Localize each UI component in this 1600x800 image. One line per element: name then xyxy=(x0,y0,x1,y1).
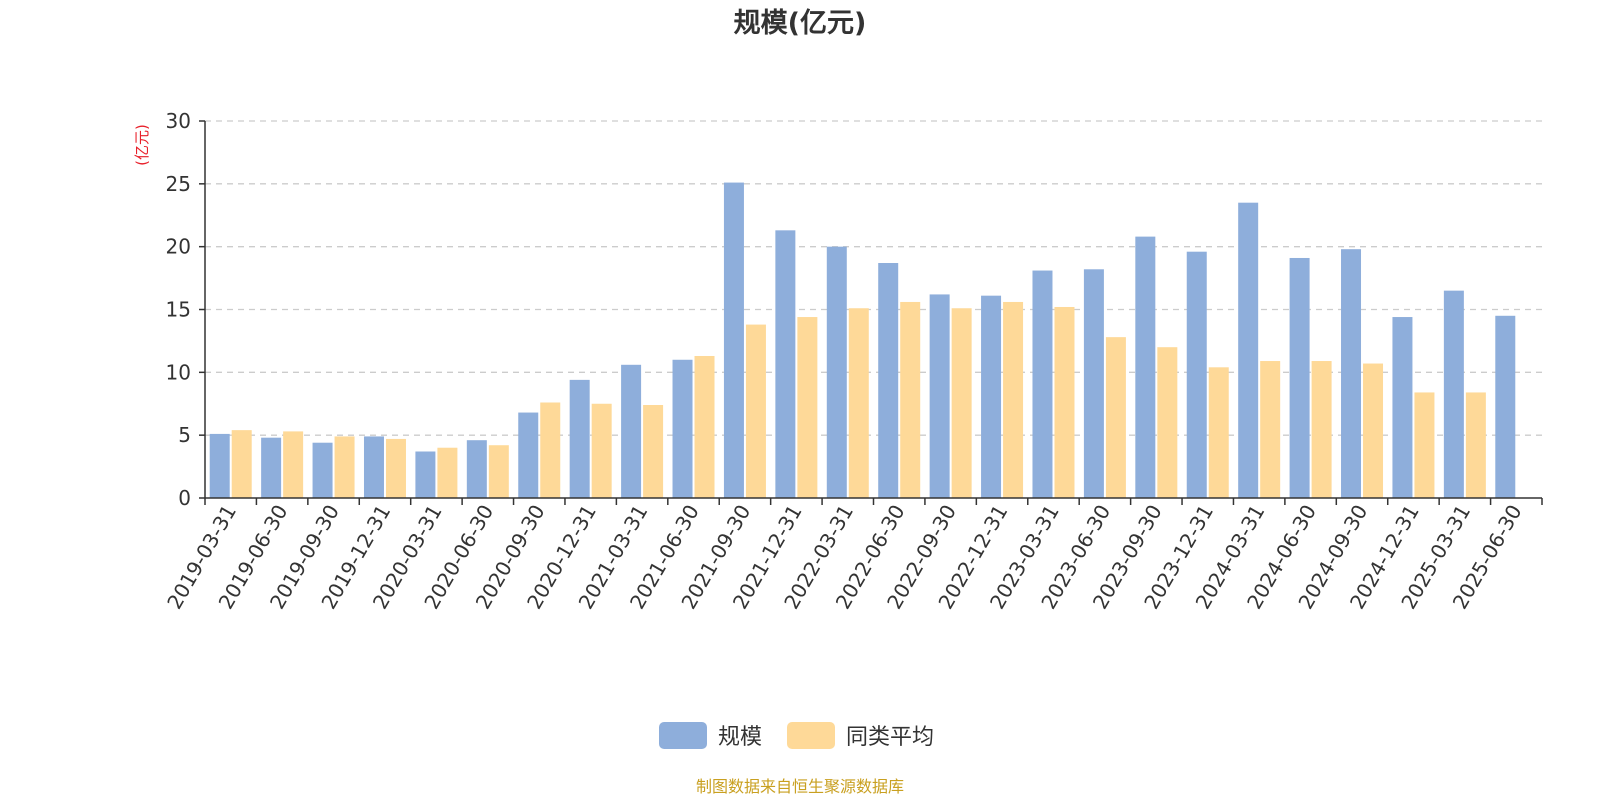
bar-scale-2019-12-31 xyxy=(363,436,384,498)
y-tick-label: 25 xyxy=(166,172,191,196)
source-note: 制图数据来自恒生聚源数据库 xyxy=(696,777,904,796)
bar-scale-2022-06-30 xyxy=(878,263,899,498)
bar-scale-2022-09-30 xyxy=(929,294,950,498)
bar-scale-2019-03-31 xyxy=(209,433,230,498)
bar-peer-average-2021-12-31 xyxy=(797,317,818,498)
bars xyxy=(209,182,1516,498)
bar-scale-2024-12-31 xyxy=(1392,317,1413,498)
legend: 规模 同类平均 xyxy=(659,722,934,750)
y-tick-label: 10 xyxy=(166,360,191,384)
bar-peer-average-2024-06-30 xyxy=(1311,361,1332,498)
bar-peer-average-2020-12-31 xyxy=(591,403,612,498)
bar-peer-average-2024-12-31 xyxy=(1414,392,1435,498)
legend-swatch-scale xyxy=(659,722,707,749)
bar-peer-average-2023-03-31 xyxy=(1054,306,1075,498)
bar-peer-average-2022-12-31 xyxy=(1003,301,1024,498)
bar-scale-2022-12-31 xyxy=(981,295,1002,498)
bar-peer-average-2020-06-30 xyxy=(488,445,509,498)
bar-scale-2023-03-31 xyxy=(1032,270,1053,498)
bar-scale-2022-03-31 xyxy=(826,246,847,498)
bar-peer-average-2019-06-30 xyxy=(283,431,304,498)
bar-scale-2021-06-30 xyxy=(672,359,693,498)
y-tick-label: 30 xyxy=(166,109,191,133)
bar-scale-2020-12-31 xyxy=(569,379,590,498)
bar-peer-average-2023-09-30 xyxy=(1157,347,1178,498)
bar-peer-average-2021-03-31 xyxy=(643,405,664,498)
y-axis-unit-label: (亿元) xyxy=(133,124,151,166)
bar-scale-2023-12-31 xyxy=(1186,251,1207,498)
bar-scale-2020-06-30 xyxy=(466,440,487,498)
x-axis-ticks: 2019-03-312019-06-302019-09-302019-12-31… xyxy=(162,498,1543,613)
bar-peer-average-2019-12-31 xyxy=(385,438,406,498)
chart-title: 规模(亿元) xyxy=(734,8,867,39)
bar-peer-average-2019-09-30 xyxy=(334,436,355,498)
bar-scale-2023-09-30 xyxy=(1135,236,1156,498)
bar-scale-2019-06-30 xyxy=(261,437,282,498)
y-tick-label: 0 xyxy=(178,486,191,510)
legend-label-scale: 规模 xyxy=(718,725,762,750)
y-tick-label: 5 xyxy=(178,423,191,447)
legend-label-peer-average: 同类平均 xyxy=(846,725,934,750)
bar-peer-average-2021-09-30 xyxy=(745,324,766,498)
bar-scale-2019-09-30 xyxy=(312,442,333,498)
bar-scale-2023-06-30 xyxy=(1083,269,1104,498)
bar-peer-average-2019-03-31 xyxy=(231,430,252,498)
bar-peer-average-2023-06-30 xyxy=(1105,337,1126,498)
bar-scale-2020-03-31 xyxy=(415,451,436,498)
bar-peer-average-2024-09-30 xyxy=(1363,363,1384,498)
bar-peer-average-2024-03-31 xyxy=(1260,361,1281,498)
bar-scale-2025-03-31 xyxy=(1443,290,1464,498)
bar-scale-2024-06-30 xyxy=(1289,257,1310,498)
bar-peer-average-2022-09-30 xyxy=(951,308,972,498)
bar-peer-average-2023-12-31 xyxy=(1208,367,1229,498)
bar-scale-2020-09-30 xyxy=(518,412,539,498)
bar-peer-average-2020-03-31 xyxy=(437,447,458,498)
bar-peer-average-2020-09-30 xyxy=(540,402,561,498)
y-tick-label: 15 xyxy=(166,298,191,322)
bar-scale-2024-03-31 xyxy=(1238,202,1259,498)
bar-scale-2021-12-31 xyxy=(775,230,796,498)
bar-peer-average-2022-06-30 xyxy=(900,301,921,498)
bar-scale-2021-03-31 xyxy=(621,364,642,498)
y-tick-label: 20 xyxy=(166,235,191,259)
bar-scale-2024-09-30 xyxy=(1341,249,1362,498)
bar-peer-average-2025-03-31 xyxy=(1465,392,1486,498)
bar-peer-average-2021-06-30 xyxy=(694,355,715,498)
bar-peer-average-2022-03-31 xyxy=(848,308,869,498)
y-axis-ticks: 0 5 10 15 20 25 30 xyxy=(166,109,205,510)
legend-swatch-peer-average xyxy=(787,722,835,749)
bar-scale-2025-06-30 xyxy=(1495,315,1516,498)
bar-scale-2021-09-30 xyxy=(723,182,744,498)
